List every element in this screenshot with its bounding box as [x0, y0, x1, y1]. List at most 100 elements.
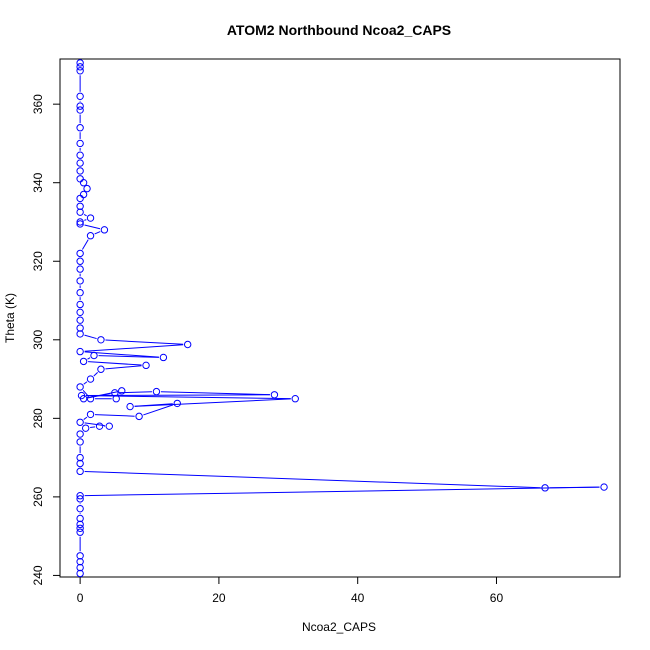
data-point: [76, 520, 84, 529]
data-point: [90, 351, 98, 360]
data-point: [76, 383, 84, 391]
series-line-segment: [83, 381, 88, 385]
data-point: [173, 399, 181, 408]
data-point: [152, 387, 161, 396]
series-line-segment: [84, 351, 159, 358]
series-line-segment: [83, 416, 88, 420]
data-point: [76, 277, 84, 285]
data-point: [76, 557, 84, 566]
data-point: [76, 563, 84, 572]
data-point: [76, 59, 84, 67]
data-point: [76, 106, 84, 114]
series-line-segment: [84, 422, 105, 427]
data-series: [76, 59, 608, 578]
data-point: [76, 430, 84, 438]
series-line-segment: [84, 344, 184, 352]
data-point: [76, 495, 84, 503]
y-tick-label: 320: [31, 251, 45, 271]
data-point: [76, 194, 84, 203]
data-point: [135, 412, 143, 421]
data-point: [76, 569, 84, 578]
data-point: [600, 483, 608, 491]
x-tick-label: 60: [490, 591, 504, 605]
series-line-segment: [134, 398, 291, 407]
data-point: [79, 179, 88, 187]
x-axis: 0 20 40 60: [77, 576, 504, 605]
data-point: [76, 438, 84, 446]
series-line-segment: [93, 371, 99, 377]
data-point: [76, 159, 84, 167]
data-point: [81, 424, 90, 432]
series-line-segment: [95, 414, 135, 417]
data-point: [76, 265, 84, 273]
data-point: [76, 347, 84, 356]
data-point: [76, 202, 84, 210]
data-point: [76, 102, 84, 110]
data-point: [76, 257, 84, 265]
data-point: [76, 492, 84, 500]
data-point: [76, 330, 84, 338]
data-point: [126, 402, 134, 411]
data-point: [76, 151, 84, 159]
data-point: [79, 190, 88, 199]
data-point: [76, 220, 84, 228]
series-line-segment: [94, 231, 101, 235]
data-point: [291, 395, 299, 403]
series-line-segment: [105, 365, 142, 370]
data-point: [76, 459, 84, 468]
data-point: [86, 395, 95, 403]
data-point: [183, 340, 192, 349]
data-point: [76, 504, 84, 513]
data-point: [79, 395, 88, 403]
data-point: [76, 288, 84, 297]
series-line-segment: [84, 224, 101, 230]
series-line-segment: [90, 426, 96, 429]
series-line-segment: [86, 395, 291, 400]
data-point: [76, 218, 84, 226]
x-tick-label: 20: [212, 591, 226, 605]
y-tick-label: 300: [31, 329, 45, 349]
data-point: [159, 353, 168, 362]
data-point: [76, 316, 84, 324]
data-point: [76, 453, 84, 462]
data-point: [76, 92, 84, 101]
series-line-segment: [105, 339, 184, 345]
data-point: [97, 365, 105, 373]
series-line-segment: [84, 471, 541, 489]
y-tick-label: 340: [31, 172, 45, 192]
data-point: [76, 139, 84, 148]
data-point: [270, 391, 279, 399]
series-line-segment: [84, 334, 97, 340]
data-point: [76, 514, 84, 523]
y-tick-label: 360: [31, 94, 45, 114]
y-axis: 240 260 280 300 320 340 360: [31, 94, 61, 585]
y-tick-label: 280: [31, 408, 45, 428]
data-point: [142, 361, 150, 370]
data-point: [541, 484, 549, 492]
data-point: [83, 184, 91, 193]
data-point: [76, 524, 84, 533]
data-point: [76, 467, 84, 476]
data-point: [97, 336, 105, 344]
data-point: [76, 528, 84, 536]
data-point: [76, 308, 84, 317]
series-line-segment: [98, 355, 159, 358]
x-tick-label: 40: [351, 591, 365, 605]
series-line-segment: [81, 239, 89, 250]
data-point: [112, 395, 120, 403]
data-point: [79, 357, 88, 366]
data-point: [76, 67, 84, 75]
data-point: [76, 208, 84, 216]
data-point: [76, 324, 84, 332]
data-point: [100, 226, 109, 234]
data-point: [105, 422, 113, 430]
data-point: [86, 375, 95, 383]
data-point: [95, 422, 104, 430]
series-line-segment: [549, 486, 600, 489]
data-point: [76, 418, 84, 426]
data-point: [76, 167, 84, 175]
series-line-segment: [87, 357, 91, 360]
series-line-segment: [88, 361, 142, 366]
series-line-segment: [82, 389, 88, 396]
